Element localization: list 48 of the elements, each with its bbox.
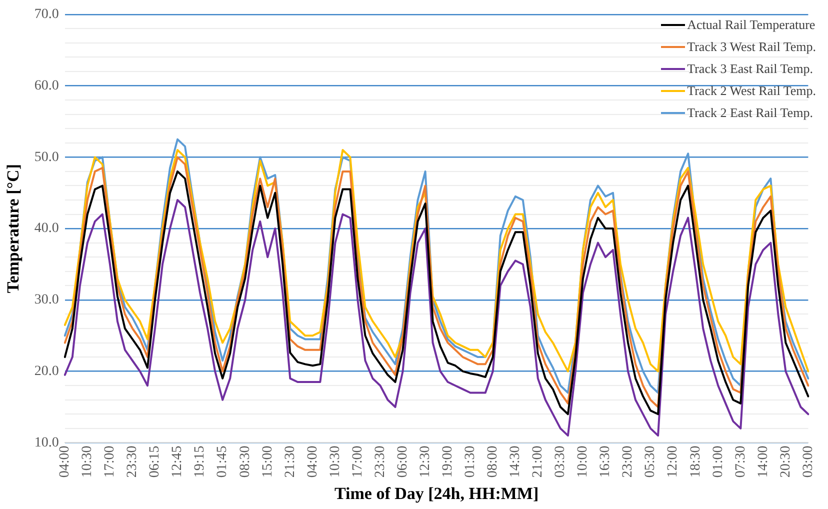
y-tick-label: 40.0 bbox=[34, 221, 59, 236]
y-tick-label: 10.0 bbox=[34, 435, 59, 450]
y-tick-label: 30.0 bbox=[34, 292, 59, 308]
x-tick-label: 12:30 bbox=[418, 446, 433, 478]
y-axis-title: Temperature [°C] bbox=[4, 164, 23, 294]
x-tick-label: 23:30 bbox=[125, 446, 140, 478]
legend-label: Track 3 East Rail Temp. bbox=[687, 60, 813, 78]
x-tick-label: 19:15 bbox=[192, 446, 208, 478]
x-tick-label: 03:00 bbox=[800, 446, 816, 478]
y-tick-label: 60.0 bbox=[34, 78, 59, 94]
x-tick-label: 07:30 bbox=[733, 446, 748, 478]
x-tick-label: 23:30 bbox=[372, 446, 388, 478]
x-tick-label: 08:30 bbox=[238, 446, 253, 478]
x-axis-title: Time of Day [24h, HH:MM] bbox=[334, 484, 539, 504]
x-tick-label: 08:00 bbox=[486, 446, 501, 478]
x-tick-label: 01:45 bbox=[215, 446, 230, 478]
legend-label: Track 2 East Rail Temp. bbox=[687, 104, 813, 122]
y-tick-label: 70.0 bbox=[34, 7, 59, 22]
x-tick-label: 18:30 bbox=[688, 446, 704, 478]
legend-label: Actual Rail Temperature bbox=[687, 16, 816, 34]
x-tick-label: 17:00 bbox=[350, 446, 366, 478]
x-tick-label: 14:30 bbox=[508, 446, 524, 478]
x-tick-label: 12:45 bbox=[170, 446, 186, 478]
x-tick-label: 17:00 bbox=[102, 446, 118, 478]
y-tick-label: 20.0 bbox=[34, 364, 59, 379]
legend-label: Track 3 West Rail Temp. bbox=[687, 38, 816, 56]
x-tick-label: 12:00 bbox=[666, 446, 681, 478]
x-tick-label: 23:00 bbox=[620, 446, 636, 478]
x-tick-label: 16:30 bbox=[598, 446, 614, 478]
x-tick-label: 06:15 bbox=[148, 446, 163, 478]
x-tick-label: 04:00 bbox=[305, 446, 320, 478]
x-tick-label: 05:30 bbox=[643, 446, 658, 478]
x-tick-label: 10:30 bbox=[328, 446, 343, 478]
x-tick-label: 01:00 bbox=[710, 446, 726, 478]
x-tick-label: 01:30 bbox=[463, 446, 478, 478]
x-tick-label: 06:00 bbox=[395, 446, 410, 478]
x-tick-label: 15:00 bbox=[260, 446, 276, 478]
x-tick-label: 21:00 bbox=[530, 446, 546, 478]
x-tick-label: 10:00 bbox=[576, 446, 591, 478]
x-tick-label: 10:30 bbox=[80, 446, 96, 478]
x-tick-label: 21:30 bbox=[282, 446, 298, 478]
x-tick-label: 19:00 bbox=[440, 446, 456, 478]
x-tick-label: 03:30 bbox=[553, 446, 568, 478]
legend-label: Track 2 West Rail Temp. bbox=[687, 82, 816, 100]
x-tick-label: 20:30 bbox=[778, 446, 794, 478]
y-tick-label: 50.0 bbox=[34, 150, 59, 165]
x-tick-label: 04:00 bbox=[58, 446, 73, 478]
x-tick-label: 14:00 bbox=[756, 446, 771, 478]
